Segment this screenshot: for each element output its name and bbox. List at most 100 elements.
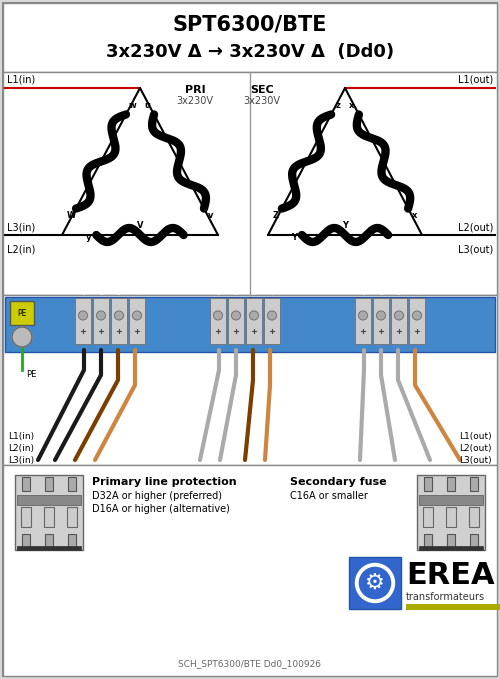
Text: L1(out): L1(out) [460,433,492,441]
Text: L2(out): L2(out) [460,445,492,454]
Bar [3,295,497,465]
Bar [15,475,83,550]
Text: 2: 2 [379,291,383,296]
Text: SCH_SPT6300/BTE Dd0_100926: SCH_SPT6300/BTE Dd0_100926 [178,659,322,669]
Bar [10,301,34,325]
Text: transformateurs: transformateurs [406,592,485,602]
Text: V: V [137,221,143,230]
Bar [17,495,81,505]
Text: W: W [67,210,76,219]
Text: Secondary fuse: Secondary fuse [290,477,386,487]
Bar [424,507,434,527]
Bar [17,546,81,550]
Text: D16A or higher (alternative): D16A or higher (alternative) [92,504,230,514]
Text: SEC: SEC [250,85,274,95]
Text: Primary line protection: Primary line protection [92,477,236,487]
Text: ⚙: ⚙ [365,573,385,593]
Text: L3(in): L3(in) [7,222,35,232]
Text: 3x230V: 3x230V [176,96,214,106]
Circle shape [232,311,240,320]
Text: 2: 2 [234,291,238,296]
Bar [5,297,495,352]
Text: x: x [349,101,354,111]
Bar [470,477,478,491]
Circle shape [412,311,422,320]
Text: L3(out): L3(out) [460,456,492,466]
Circle shape [376,311,386,320]
Text: u: u [144,101,150,111]
Bar [447,534,455,548]
Bar [373,298,389,344]
Circle shape [96,311,106,320]
Text: 1: 1 [361,291,365,296]
Text: 3x230V: 3x230V [244,96,281,106]
Circle shape [114,311,124,320]
Text: 3: 3 [252,291,256,296]
Bar [349,557,401,609]
Text: 3: 3 [117,291,121,296]
Bar [3,465,497,676]
Text: 1: 1 [216,291,220,296]
Circle shape [132,311,141,320]
Text: C16A or smaller: C16A or smaller [290,491,368,501]
Bar [22,507,32,527]
Text: L3(out): L3(out) [458,245,493,255]
Bar [470,534,478,548]
Text: y: y [86,232,92,242]
Bar [355,298,371,344]
Bar [419,495,483,505]
Bar [210,298,226,344]
Text: z: z [336,101,341,111]
Text: 4: 4 [135,291,139,296]
Text: 3: 3 [397,291,401,296]
Text: PRI: PRI [184,85,206,95]
Text: 1: 1 [81,291,85,296]
Text: SPT6300/BTE: SPT6300/BTE [173,14,327,34]
Text: L2(in): L2(in) [7,245,36,255]
Bar [417,475,485,550]
Text: L1(in): L1(in) [7,75,35,85]
Text: L1(out): L1(out) [458,75,493,85]
Bar [246,298,262,344]
Text: Z: Z [273,210,279,219]
Text: D32A or higher (preferred): D32A or higher (preferred) [92,491,222,501]
Circle shape [78,311,88,320]
Bar [45,534,53,548]
Circle shape [12,327,32,347]
Bar [129,298,145,344]
Bar [424,534,432,548]
Bar [93,298,109,344]
Circle shape [250,311,258,320]
Text: PE: PE [18,308,26,318]
Text: L2(out): L2(out) [458,222,493,232]
Bar [22,534,30,548]
Bar [406,604,500,610]
Circle shape [356,564,395,602]
Bar [424,477,432,491]
Bar [66,507,76,527]
Bar [409,298,425,344]
Circle shape [268,311,276,320]
Bar [68,477,76,491]
Bar [446,507,456,527]
Bar [468,507,478,527]
Text: x: x [412,210,417,219]
Bar [3,3,497,72]
Bar [264,298,280,344]
Bar [68,534,76,548]
Circle shape [358,311,368,320]
Circle shape [360,568,390,599]
Circle shape [214,311,222,320]
Text: 4: 4 [270,291,274,296]
Text: L1(in): L1(in) [8,433,34,441]
Text: L2(in): L2(in) [8,445,34,454]
Bar [44,507,54,527]
Bar [45,477,53,491]
Bar [111,298,127,344]
Bar [419,546,483,550]
Text: L3(in): L3(in) [8,456,34,466]
Text: v: v [208,210,213,219]
Circle shape [394,311,404,320]
Text: PE: PE [26,370,36,379]
Text: 3x230V Δ → 3x230V Δ  (Dd0): 3x230V Δ → 3x230V Δ (Dd0) [106,43,394,61]
